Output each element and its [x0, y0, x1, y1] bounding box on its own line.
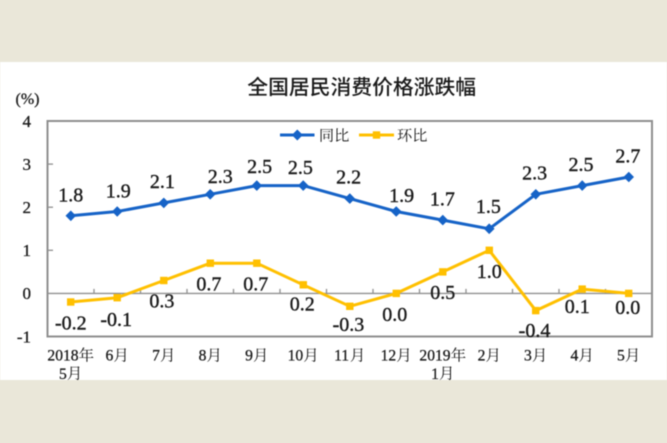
- svg-text:2: 2: [478, 348, 486, 365]
- svg-text:11: 11: [334, 348, 349, 365]
- svg-text:2.1: 2.1: [150, 171, 175, 193]
- svg-text:12: 12: [381, 348, 397, 365]
- svg-text:0.7: 0.7: [196, 274, 221, 296]
- svg-text:(%): (%): [16, 91, 40, 108]
- svg-text:3: 3: [23, 155, 32, 174]
- svg-text:9: 9: [245, 348, 253, 365]
- svg-text:6: 6: [106, 348, 114, 365]
- svg-text:2018: 2018: [47, 348, 78, 365]
- svg-text:0.0: 0.0: [615, 297, 640, 319]
- svg-text:3: 3: [524, 348, 532, 365]
- svg-text:2.7: 2.7: [615, 145, 640, 167]
- svg-text:-0.4: -0.4: [519, 320, 551, 342]
- svg-text:1.5: 1.5: [476, 196, 501, 218]
- svg-text:4: 4: [23, 112, 32, 131]
- svg-text:2019: 2019: [419, 348, 450, 365]
- svg-text:0: 0: [23, 284, 32, 303]
- svg-text:2.5: 2.5: [569, 154, 594, 176]
- svg-text:-1: -1: [17, 327, 31, 346]
- svg-text:0.7: 0.7: [243, 274, 268, 296]
- svg-text:0.2: 0.2: [290, 293, 315, 315]
- svg-text:-0.3: -0.3: [333, 314, 365, 336]
- svg-text:8: 8: [199, 348, 207, 365]
- svg-text:4: 4: [571, 348, 579, 365]
- svg-text:-0.2: -0.2: [55, 312, 87, 334]
- svg-text:1: 1: [431, 366, 439, 383]
- svg-text:2.2: 2.2: [336, 167, 361, 189]
- svg-text:0.1: 0.1: [565, 296, 590, 318]
- svg-text:1: 1: [23, 241, 32, 260]
- svg-text:1.9: 1.9: [389, 185, 414, 207]
- svg-text:0.3: 0.3: [149, 291, 174, 313]
- svg-text:10: 10: [288, 348, 304, 365]
- svg-text:0.0: 0.0: [382, 304, 407, 326]
- svg-text:1.9: 1.9: [106, 181, 131, 203]
- svg-text:-0.1: -0.1: [100, 309, 132, 331]
- svg-text:2.5: 2.5: [247, 156, 272, 178]
- svg-text:7: 7: [152, 348, 160, 365]
- svg-text:2: 2: [23, 198, 32, 217]
- svg-text:1.0: 1.0: [477, 261, 502, 283]
- svg-text:1.7: 1.7: [430, 189, 455, 211]
- svg-text:5: 5: [59, 366, 67, 383]
- svg-text:2.3: 2.3: [208, 166, 233, 188]
- svg-text:2.5: 2.5: [288, 157, 313, 179]
- svg-text:0.5: 0.5: [430, 282, 455, 304]
- svg-text:2.3: 2.3: [522, 162, 547, 184]
- svg-text:5: 5: [617, 348, 625, 365]
- svg-text:1.8: 1.8: [58, 184, 83, 206]
